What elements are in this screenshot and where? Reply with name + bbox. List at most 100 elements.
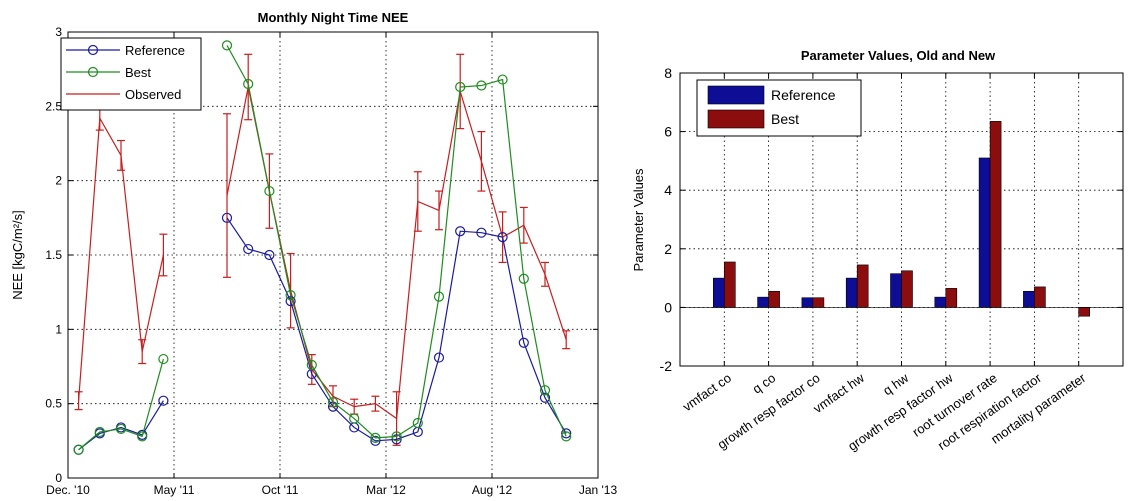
right-chart-title: Parameter Values, Old and New — [801, 48, 996, 63]
right-y-tick-label: -2 — [660, 358, 673, 374]
data-point-best — [391, 431, 402, 442]
bar-reference — [1023, 290, 1035, 308]
left-x-tick-label: Jan '13 — [579, 483, 618, 497]
data-point-best — [243, 78, 254, 90]
left-chart-title: Monthly Night Time NEE — [258, 10, 409, 25]
data-point-reference — [561, 428, 572, 439]
legend-marker-best — [87, 66, 99, 78]
data-point-best — [94, 426, 105, 438]
legend-label-observed: Observed — [125, 87, 181, 102]
right-y-tick-label: 2 — [664, 241, 672, 257]
left-y-tick-label: 2.5 — [45, 99, 62, 113]
left-y-tick-label: 1.5 — [45, 248, 62, 262]
bar-reference — [757, 296, 769, 308]
data-point-best — [285, 290, 296, 301]
legend-label-reference: Reference — [771, 87, 836, 103]
right-y-tick-label: 0 — [664, 299, 672, 315]
left-series — [73, 40, 572, 455]
data-point-reference — [221, 212, 233, 223]
right-x-tick-label: vmfact hw — [810, 370, 867, 416]
left-y-tick-label: 3 — [55, 25, 62, 39]
data-point-best — [476, 80, 487, 91]
left-x-tick-label: Aug '12 — [472, 483, 513, 497]
left-x-tick-label: Dec. '10 — [46, 483, 90, 497]
series-line-observed — [226, 86, 567, 420]
bar-best — [1034, 286, 1046, 308]
left-ticks: Dec. '10 May '11 Oct '11 Mar '12 Aug '12 Jan … — [45, 25, 617, 497]
bar-reference — [934, 296, 947, 308]
right-y-tick-label: 8 — [664, 65, 672, 81]
right-x-tick-label: vmfact co — [680, 370, 734, 414]
bar-best — [901, 270, 913, 308]
bar-best — [812, 297, 825, 308]
bar-best — [945, 288, 958, 308]
data-point-best — [539, 385, 551, 396]
left-y-tick-label: 2 — [55, 174, 62, 188]
bar-best — [768, 290, 780, 308]
data-point-best — [433, 291, 445, 302]
left-y-tick-label: 0.5 — [45, 397, 62, 411]
legend-swatch-reference — [707, 85, 765, 105]
left-x-tick-label: Mar '12 — [366, 483, 406, 497]
data-point-reference — [243, 243, 254, 255]
left-x-tick-label: Oct '11 — [262, 483, 299, 497]
bar-best — [989, 121, 1002, 308]
data-point-best — [349, 413, 360, 424]
left-x-tick-label: May '11 — [154, 483, 195, 497]
series-line-best — [78, 358, 164, 451]
data-point-reference — [264, 249, 275, 261]
bar-best — [856, 264, 869, 308]
legend-label-best: Best — [771, 111, 799, 127]
right-bars — [680, 121, 1123, 317]
legend-marker-reference — [87, 44, 99, 56]
bar-reference — [845, 277, 858, 308]
data-point-reference — [539, 392, 551, 403]
data-point-reference — [476, 227, 487, 238]
series-line-reference — [78, 400, 164, 451]
data-point-best — [327, 397, 339, 408]
data-point-best — [497, 74, 508, 85]
legend-label-best: Best — [125, 65, 151, 80]
bar-reference — [712, 277, 725, 308]
data-point-best — [518, 273, 529, 284]
right-legend: Reference Best — [696, 79, 862, 137]
right-x-tick-label: q co — [750, 370, 779, 396]
bar-reference — [978, 157, 991, 308]
data-point-best — [221, 40, 233, 51]
data-point-best — [306, 359, 317, 371]
data-point-best — [115, 423, 127, 435]
legend-swatch-best — [707, 109, 765, 129]
left-y-axis-label: NEE [kgC/m²/s] — [10, 210, 25, 300]
data-point-best — [158, 353, 169, 365]
bar-best — [723, 261, 736, 308]
data-point-best — [455, 81, 466, 93]
right-x-tick-label: q hw — [880, 370, 912, 398]
right-y-axis-label: Parameter Values — [631, 168, 646, 272]
data-point-reference — [455, 226, 466, 237]
right-y-tick-label: 6 — [664, 124, 672, 140]
data-point-best — [561, 431, 572, 442]
right-y-tick-label: 4 — [664, 182, 672, 198]
data-point-reference — [518, 337, 529, 348]
data-point-reference — [158, 395, 169, 406]
series-line-reference — [226, 217, 567, 442]
data-point-best — [264, 185, 275, 197]
data-point-best — [73, 444, 84, 455]
left-y-tick-label: 1 — [55, 322, 62, 336]
series-line-best — [226, 45, 567, 439]
data-point-best — [137, 431, 148, 442]
data-point-reference — [391, 434, 402, 445]
data-point-reference — [433, 352, 445, 363]
left-grid — [68, 32, 598, 478]
line-chart-monthly-nee: Dec. '10 May '11 Oct '11 Mar '12 Aug '12 Jan … — [10, 10, 617, 497]
bar-best — [1078, 307, 1090, 317]
data-point-best — [370, 432, 381, 443]
data-point-reference — [497, 232, 508, 243]
legend-label-reference: Reference — [125, 43, 185, 58]
data-point-reference — [370, 435, 381, 446]
left-legend: Reference Best Observed — [60, 37, 202, 111]
bar-reference — [890, 273, 902, 308]
bar-reference — [801, 297, 814, 308]
